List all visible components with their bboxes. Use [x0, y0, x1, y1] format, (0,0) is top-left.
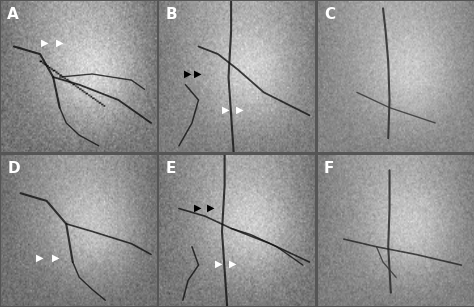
Text: D: D [7, 161, 20, 176]
Text: B: B [165, 7, 177, 22]
Text: F: F [324, 161, 334, 176]
Text: ▶: ▶ [194, 68, 202, 78]
Text: C: C [324, 7, 335, 22]
Text: ▶: ▶ [222, 105, 230, 115]
Text: A: A [7, 7, 19, 22]
Text: ▶: ▶ [52, 253, 59, 263]
Text: ▶: ▶ [183, 68, 191, 78]
Text: ▶: ▶ [207, 203, 214, 213]
Text: ▶: ▶ [215, 259, 222, 269]
Text: ▶: ▶ [237, 105, 244, 115]
Text: ▶: ▶ [41, 38, 48, 48]
Text: ▶: ▶ [194, 203, 202, 213]
Text: ▶: ▶ [228, 259, 236, 269]
Text: ▶: ▶ [56, 38, 64, 48]
Text: ▶: ▶ [36, 253, 44, 263]
Text: E: E [165, 161, 176, 176]
